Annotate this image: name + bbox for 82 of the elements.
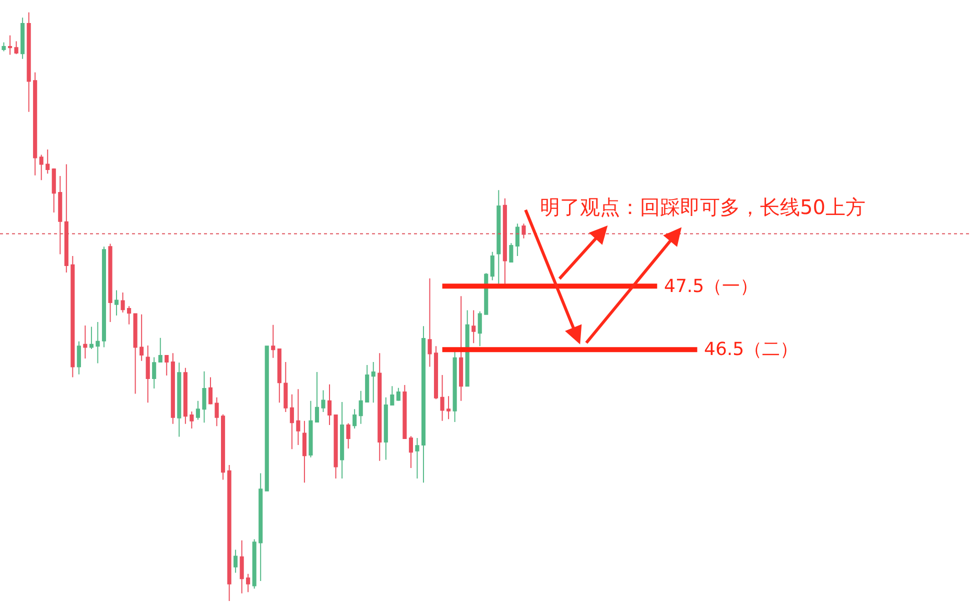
candlestick bbox=[183, 367, 188, 424]
candlestick bbox=[284, 362, 288, 413]
candlestick bbox=[26, 12, 31, 112]
candlestick bbox=[240, 540, 244, 594]
candlestick bbox=[415, 437, 420, 480]
candlestick bbox=[478, 310, 482, 347]
candlestick bbox=[220, 414, 226, 480]
candlestick bbox=[114, 290, 119, 316]
candlestick bbox=[321, 390, 326, 413]
candlestick bbox=[371, 362, 376, 404]
candlestick bbox=[352, 408, 357, 430]
candlestick bbox=[140, 314, 144, 362]
candlestick bbox=[164, 355, 169, 376]
ref-line-label: 46.5（二） bbox=[704, 339, 798, 360]
candlestick bbox=[358, 390, 363, 424]
candlestick bbox=[334, 414, 338, 480]
candlestick bbox=[365, 364, 370, 403]
candlestick bbox=[196, 400, 200, 420]
candlestick bbox=[89, 326, 94, 350]
candlestick bbox=[208, 376, 213, 405]
candlestick bbox=[170, 352, 175, 424]
candlestick bbox=[340, 402, 344, 480]
candlestick bbox=[302, 420, 306, 484]
candlestick bbox=[177, 362, 182, 438]
candlestick bbox=[271, 324, 276, 358]
candlestick bbox=[246, 573, 250, 593]
candlestick bbox=[120, 292, 125, 314]
candlestick bbox=[465, 310, 470, 387]
candlestick bbox=[384, 396, 388, 460]
candlestick bbox=[70, 256, 75, 378]
candlestick bbox=[296, 388, 300, 446]
candlestick bbox=[52, 168, 56, 213]
candlestick bbox=[428, 278, 432, 368]
candlestick bbox=[308, 400, 313, 458]
candlestick bbox=[472, 310, 476, 344]
candlestick bbox=[490, 251, 494, 281]
candlestick bbox=[277, 348, 282, 404]
candlestick bbox=[190, 410, 194, 430]
candlestick bbox=[152, 356, 156, 389]
ref-line-label: 47.5（一） bbox=[664, 276, 758, 297]
candlestick bbox=[378, 352, 382, 462]
candlestick bbox=[108, 243, 112, 322]
candlestick bbox=[234, 549, 238, 574]
candlestick bbox=[39, 154, 44, 181]
candlestick bbox=[459, 296, 464, 402]
candlestick bbox=[327, 384, 332, 426]
candlestick bbox=[402, 384, 407, 440]
candlestick bbox=[20, 17, 25, 60]
candlestick bbox=[102, 246, 106, 348]
candlestick bbox=[396, 387, 400, 402]
candlestick bbox=[252, 538, 256, 590]
candlestick bbox=[227, 464, 232, 602]
candlestick bbox=[314, 372, 320, 423]
candlestick bbox=[446, 396, 451, 420]
candlestick bbox=[421, 326, 426, 484]
candlestick bbox=[264, 346, 269, 492]
candlestick bbox=[515, 223, 520, 257]
candlestick bbox=[452, 350, 457, 423]
candlestick bbox=[2, 42, 6, 52]
candlestick bbox=[496, 190, 501, 284]
candlestick bbox=[83, 325, 88, 359]
candlestick bbox=[408, 436, 413, 468]
candlestick bbox=[202, 370, 206, 424]
candlestick bbox=[96, 321, 100, 364]
candlestick bbox=[440, 374, 444, 422]
candlestick bbox=[14, 40, 18, 55]
candlestick bbox=[258, 472, 263, 582]
candlestick bbox=[46, 149, 50, 174]
candlestick bbox=[390, 386, 394, 406]
candlestick bbox=[509, 242, 514, 262]
candlestick bbox=[214, 396, 219, 427]
candlestick bbox=[346, 422, 350, 450]
candlestick bbox=[33, 72, 38, 176]
candlestick bbox=[434, 346, 438, 400]
candlestick bbox=[290, 394, 294, 450]
candlestick bbox=[76, 340, 81, 375]
candlestick bbox=[127, 306, 132, 325]
candlestick bbox=[8, 34, 12, 56]
candlestick bbox=[158, 337, 162, 363]
candlestick bbox=[146, 345, 150, 404]
text: 明了观点：回踩即可多，长线50上方 bbox=[540, 195, 866, 219]
candlestick bbox=[133, 313, 138, 394]
